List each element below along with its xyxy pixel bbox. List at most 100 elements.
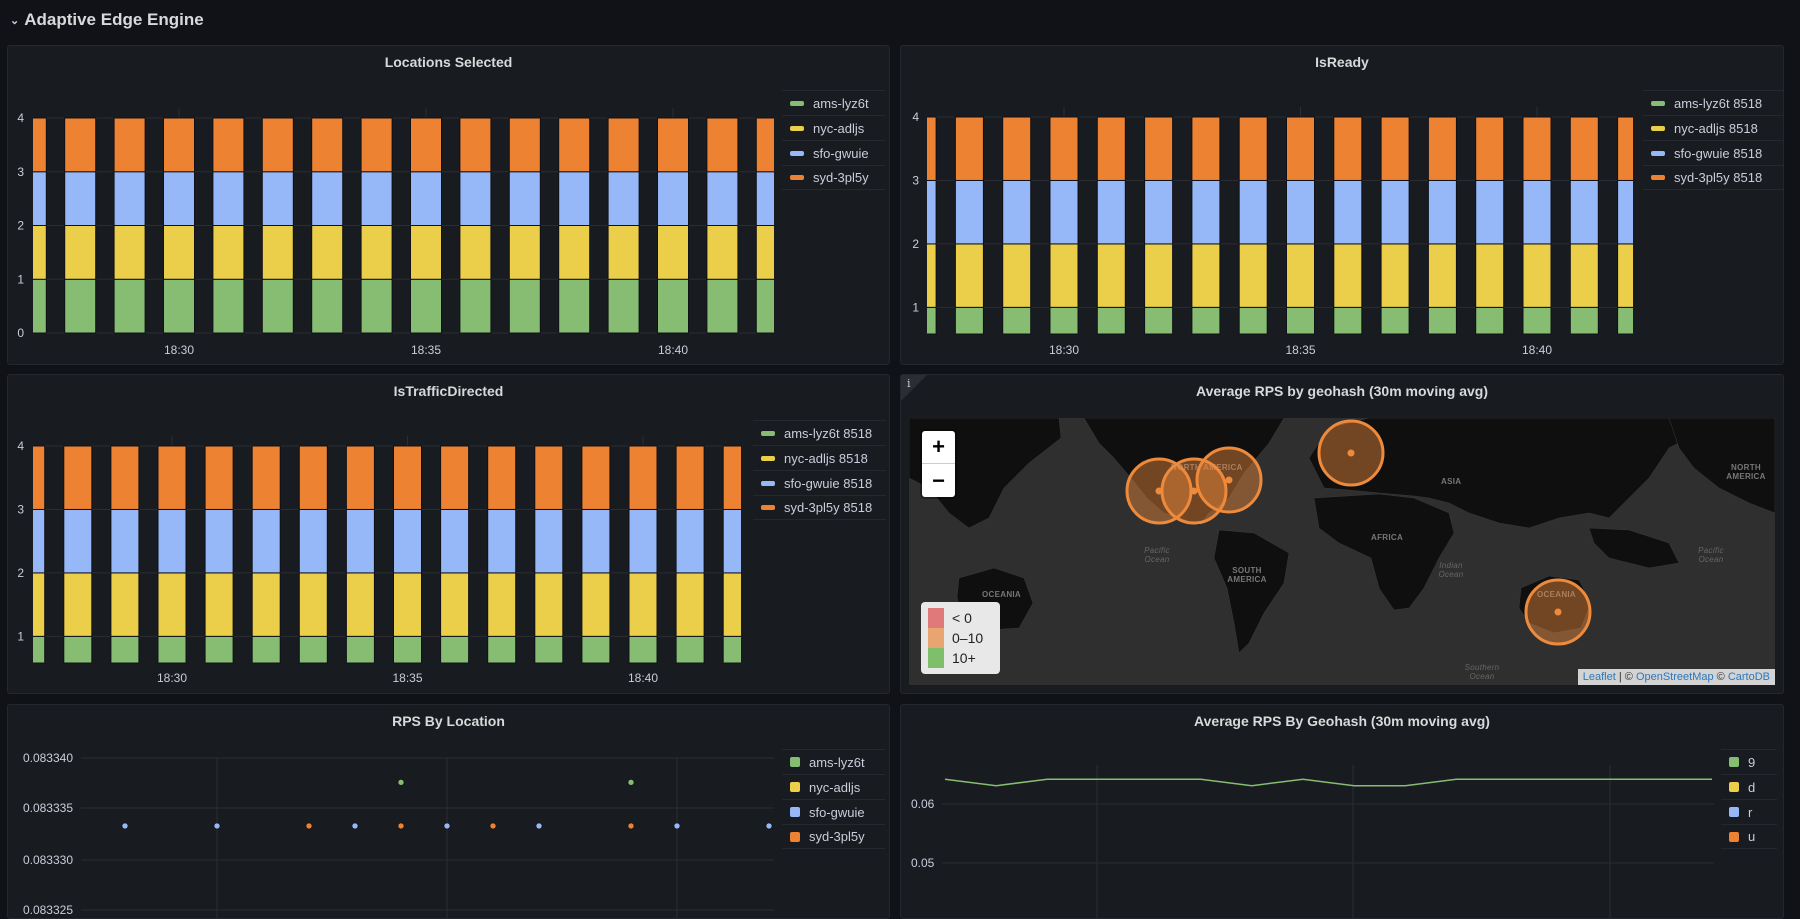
bar-segment	[1144, 179, 1174, 245]
osm-link[interactable]: OpenStreetMap	[1635, 671, 1714, 683]
panel-isready: IsReady 1 2 3 4 18:30 18:35 18:40 ams-lyz6t 85…	[900, 45, 1784, 365]
legend-item[interactable]: nyc-adljs 8518	[1643, 115, 1783, 140]
bar-segment	[345, 445, 375, 510]
bar-segment	[163, 171, 195, 226]
info-corner[interactable]	[901, 375, 927, 401]
y-tick-label: 0.083340	[23, 751, 73, 765]
bar-segment	[675, 635, 705, 664]
bar-segment	[251, 508, 281, 574]
legend-item[interactable]: sfo-gwuie	[782, 140, 885, 165]
legend: ams-lyz6t nyc-adljs sfo-gwuie syd-3pl5y	[782, 749, 885, 849]
x-tick-label: 18:40	[628, 671, 658, 685]
chevron-down-icon[interactable]: ⌄	[10, 14, 20, 27]
y-tick-label: 4	[912, 110, 919, 124]
bar-segment	[628, 508, 658, 574]
map-label: SOUTH AMERICA	[1227, 566, 1267, 584]
bar-segment	[251, 635, 281, 664]
legend-item[interactable]: ams-lyz6t 8518	[753, 420, 886, 445]
bar-segment	[33, 225, 47, 280]
bar-segment	[1569, 306, 1599, 335]
legend-item[interactable]: syd-3pl5y	[782, 824, 885, 849]
legend-item[interactable]: sfo-gwuie	[782, 799, 885, 824]
bar-segment	[157, 572, 187, 637]
bar-segment	[360, 171, 393, 226]
legend-item[interactable]: syd-3pl5y 8518	[753, 495, 886, 520]
bar-segment	[63, 508, 93, 574]
legend-item[interactable]: nyc-adljs	[782, 774, 885, 799]
bar-segment	[1049, 116, 1079, 181]
swatch-icon	[1651, 125, 1665, 131]
legend-item[interactable]: u	[1721, 824, 1777, 849]
bar-segment	[508, 117, 541, 173]
swatch-icon	[761, 505, 775, 510]
bar-segment	[212, 278, 245, 334]
leaflet-link[interactable]: Leaflet	[1582, 671, 1616, 683]
bar-segment	[1144, 306, 1174, 335]
legend-item[interactable]: syd-3pl5y	[782, 165, 885, 190]
bar-segment	[558, 171, 591, 226]
y-tick-label: 2	[912, 237, 919, 251]
bar-segment	[113, 278, 146, 334]
cartodb-link[interactable]: CartoDB	[1727, 671, 1770, 683]
info-icon[interactable]: i	[907, 377, 911, 390]
bar-segment	[1522, 306, 1552, 335]
panel-locations-selected: Locations Selected 0 1 2 3 4 18:30 18:35 18:40 …	[7, 45, 890, 365]
bar-segment	[1475, 116, 1505, 181]
legend-item[interactable]: 9	[1721, 749, 1777, 774]
legend-item[interactable]: sfo-gwuie 8518	[753, 470, 886, 495]
bar-segment	[508, 171, 541, 226]
panel-title[interactable]: Average RPS by geohash (30m moving avg)	[1195, 383, 1488, 399]
bar-segment	[581, 445, 611, 510]
legend-item[interactable]: sfo-gwuie 8518	[1643, 140, 1783, 165]
bar-segment	[487, 508, 517, 574]
panel-title[interactable]: IsReady	[1315, 54, 1369, 70]
bar-segment	[1475, 306, 1505, 335]
panel-title[interactable]: RPS By Location	[392, 713, 505, 729]
zoom-in-button[interactable]: +	[922, 431, 955, 464]
bar-segment	[261, 225, 294, 280]
bar-segment	[675, 508, 705, 574]
legend-item[interactable]: nyc-adljs 8518	[753, 445, 886, 470]
bar-segment	[63, 572, 93, 637]
bar-segment	[311, 278, 344, 334]
bar-segment	[657, 225, 689, 280]
swatch-icon	[1729, 831, 1739, 842]
land-north-america-east	[1668, 418, 1775, 514]
bar-segment	[1522, 116, 1552, 181]
swatch-icon	[1729, 807, 1739, 817]
swatch-icon	[1729, 782, 1739, 792]
zoom-out-button[interactable]: −	[932, 467, 945, 493]
bar-segment	[33, 278, 47, 334]
bar-segment	[954, 306, 984, 335]
swatch-icon	[790, 175, 804, 180]
panel-title[interactable]: Locations Selected	[384, 54, 513, 70]
legend-item[interactable]: syd-3pl5y 8518	[1643, 165, 1783, 190]
map-legend: < 0 0–10 10+	[921, 602, 1000, 674]
panel-title[interactable]: Average RPS By Geohash (30m moving avg)	[1194, 713, 1490, 729]
x-tick-label: 18:30	[157, 671, 187, 685]
legend-item[interactable]: d	[1721, 774, 1777, 799]
legend-item[interactable]: r	[1721, 799, 1777, 824]
panel-title[interactable]: IsTrafficDirected	[393, 383, 504, 399]
legend-item[interactable]: ams-lyz6t 8518	[1643, 90, 1783, 115]
bar-segment	[722, 508, 741, 574]
data-point	[489, 822, 497, 830]
legend-item[interactable]: ams-lyz6t	[782, 749, 885, 774]
legend-item[interactable]: nyc-adljs	[782, 115, 885, 140]
bar-segment	[33, 445, 46, 510]
row-title: Adaptive Edge Engine	[24, 10, 204, 29]
bar-segment	[298, 635, 328, 664]
panel-geohash-map: i Average RPS by geohash (30m moving avg…	[900, 374, 1784, 694]
bar-segment	[534, 445, 564, 510]
row-header[interactable]: ⌄ Adaptive Edge Engine	[10, 8, 204, 32]
legend-item[interactable]: ams-lyz6t	[782, 90, 885, 115]
map-attribution: Leaflet | © OpenStreetMap © CartoDB	[1577, 669, 1775, 685]
bar-segment	[212, 225, 245, 280]
bar-segment	[1380, 306, 1410, 335]
bars	[33, 117, 774, 334]
swatch-icon	[790, 125, 804, 131]
bar-segment	[722, 635, 741, 664]
bar-segment	[163, 225, 195, 280]
bar-segment	[1569, 116, 1599, 181]
world-map[interactable]: NORTH AMERICA NORTH AMERICA SOUTH AMERIC…	[909, 418, 1775, 685]
